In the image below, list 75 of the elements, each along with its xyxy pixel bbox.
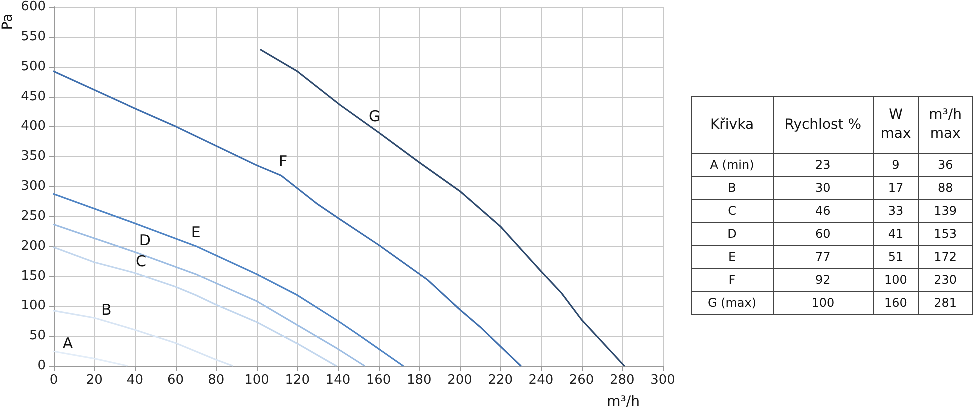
text: 33 [888, 204, 904, 218]
series-label: A [62, 334, 74, 353]
series-label: D [139, 231, 151, 250]
text: 172 [934, 250, 958, 264]
category-label: Křivka [692, 96, 774, 154]
x-tick-label: 120 [285, 373, 310, 388]
text: 88 [938, 181, 954, 195]
y-tick-label: 450 [21, 89, 46, 104]
x-tick-label: 20 [86, 373, 103, 388]
text: 51 [888, 250, 904, 264]
text: 30 [816, 181, 831, 195]
y-tick-label: 600 [21, 0, 46, 14]
text: E [728, 250, 736, 264]
x-tick-label: 40 [126, 373, 144, 388]
y-tick-label: 50 [29, 328, 46, 344]
series-label: E [191, 223, 201, 242]
text: 36 [938, 158, 954, 172]
line-series [53, 193, 404, 367]
text: C [728, 204, 736, 218]
text: 9 [892, 158, 900, 172]
x-tick-label: 280 [610, 373, 635, 388]
text: 139 [934, 204, 958, 218]
text: 46 [816, 204, 831, 218]
line-series [53, 70, 522, 367]
y-tick-label: 350 [21, 149, 46, 164]
text: 160 [884, 296, 908, 310]
series-label: F [279, 152, 288, 171]
x-tick-label: 60 [168, 373, 184, 388]
text: 23 [816, 158, 831, 172]
x-tick-label: 140 [326, 373, 351, 388]
x-tick-label: 300 [650, 373, 676, 388]
text: 230 [934, 273, 958, 287]
x-tick-label: 180 [406, 373, 432, 388]
category-label: Rychlost % [773, 96, 874, 154]
y-tick-label: 400 [21, 119, 46, 134]
text: D [728, 227, 737, 241]
text: 281 [934, 296, 958, 310]
text: 60 [816, 227, 831, 241]
text: G (max) [708, 296, 757, 310]
y-tick-label: 200 [21, 238, 46, 254]
category-label: m³/h max [918, 96, 972, 154]
text: 92 [816, 273, 831, 287]
y-tick-label: 250 [21, 208, 46, 224]
text: A (min) [710, 158, 754, 172]
x-tick-label: 160 [366, 373, 392, 388]
y-tick-label: 550 [21, 29, 46, 44]
category-label: W max [873, 96, 919, 154]
x-tick-label: 0 [50, 373, 58, 388]
text: 153 [934, 227, 958, 241]
text: 100 [812, 296, 835, 310]
line-series [260, 49, 626, 367]
text: B [728, 181, 736, 195]
y-tick-label: 500 [21, 59, 46, 74]
x-tick-label: 80 [208, 373, 225, 388]
y-tick-label: 300 [21, 179, 46, 194]
x-tick-label: 260 [569, 373, 594, 388]
text: 77 [816, 250, 831, 264]
x-tick-label: 240 [528, 373, 554, 388]
x-tick-label: 100 [244, 373, 270, 388]
text: 17 [888, 181, 904, 195]
y-tick-label: 150 [21, 268, 46, 284]
y-axis-title: Pa [0, 14, 16, 30]
x-tick-label: 200 [448, 373, 472, 388]
text: F [728, 273, 736, 287]
x-tick-label: 220 [488, 373, 514, 388]
y-tick-label: 100 [21, 298, 46, 314]
series-label: B [101, 301, 112, 320]
text: 100 [884, 273, 908, 287]
y-tick-label: 0 [38, 358, 46, 374]
line-series [53, 224, 366, 367]
x-axis-title: m³/h [607, 394, 640, 410]
text: 41 [888, 227, 904, 241]
series-label: C [136, 252, 146, 270]
series-label: G [368, 108, 381, 126]
line-series [53, 246, 337, 367]
